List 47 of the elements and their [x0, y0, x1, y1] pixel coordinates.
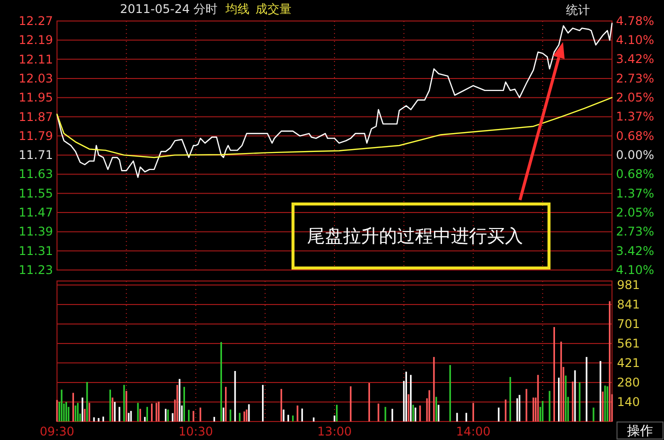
- y-tick-label: 12.19: [18, 33, 53, 48]
- y2-tick-label: 1.37%: [616, 110, 654, 124]
- y-tick-label: 11.39: [18, 224, 53, 239]
- y2-tick-label: 0.68%: [616, 167, 654, 182]
- line-series: [56, 97, 613, 158]
- text: 统计: [566, 3, 590, 17]
- x-tick-label: 09:30: [40, 424, 74, 438]
- text: 均线: [224, 2, 250, 16]
- y2-tick-label: 2.73%: [616, 224, 654, 239]
- y-tick-label: 11.23: [18, 263, 53, 277]
- y-tick-label: 12.03: [18, 71, 53, 86]
- y-tick-label: 12.11: [18, 52, 53, 66]
- y-tick-label: 701: [617, 316, 640, 331]
- y2-tick-label: 2.05%: [616, 90, 654, 105]
- y2-tick-label: 1.37%: [616, 186, 654, 200]
- y-tick-label: 11.31: [18, 244, 53, 258]
- annotation: 尾盘拉升的过程中进行买入: [307, 226, 523, 247]
- y-tick-label: 140: [617, 395, 640, 410]
- y2-tick-label: 2.73%: [616, 71, 654, 86]
- x-tick-label: 10:30: [178, 424, 214, 438]
- y-tick-label: 11.79: [18, 128, 53, 143]
- y-tick-label: 561: [617, 336, 640, 350]
- y-tick-label: 280: [617, 376, 640, 390]
- y-tick-label: 12.27: [18, 14, 53, 28]
- text: 成交量: [256, 2, 292, 16]
- line-series: [56, 22, 613, 178]
- y-tick-label: 981: [617, 278, 640, 292]
- y-tick-label: 11.71: [18, 148, 53, 162]
- y2-tick-label: 2.05%: [616, 206, 654, 220]
- y2-tick-label: 3.42%: [616, 244, 654, 258]
- text: 操作: [627, 424, 653, 439]
- y-tick-label: 11.55: [18, 186, 53, 200]
- y-tick-label: 11.87: [18, 110, 53, 124]
- y2-tick-label: 0.68%: [616, 128, 654, 143]
- y2-tick-label: 0.00%: [616, 148, 654, 162]
- y2-tick-label: 4.10%: [616, 263, 654, 277]
- x-tick-label: 14:00: [456, 424, 491, 438]
- x-tick-label: 13:00: [317, 424, 352, 438]
- y2-tick-label: 3.42%: [616, 52, 654, 66]
- y-tick-label: 11.63: [18, 167, 53, 182]
- y-tick-label: 841: [617, 298, 640, 312]
- y-tick-label: 421: [617, 356, 640, 370]
- y2-tick-label: 4.10%: [616, 33, 654, 48]
- chart-title: 2011-05-24 分时: [120, 2, 218, 16]
- y-tick-label: 11.47: [18, 206, 53, 220]
- y2-tick-label: 4.78%: [616, 14, 654, 28]
- y-tick-label: 11.95: [18, 90, 53, 105]
